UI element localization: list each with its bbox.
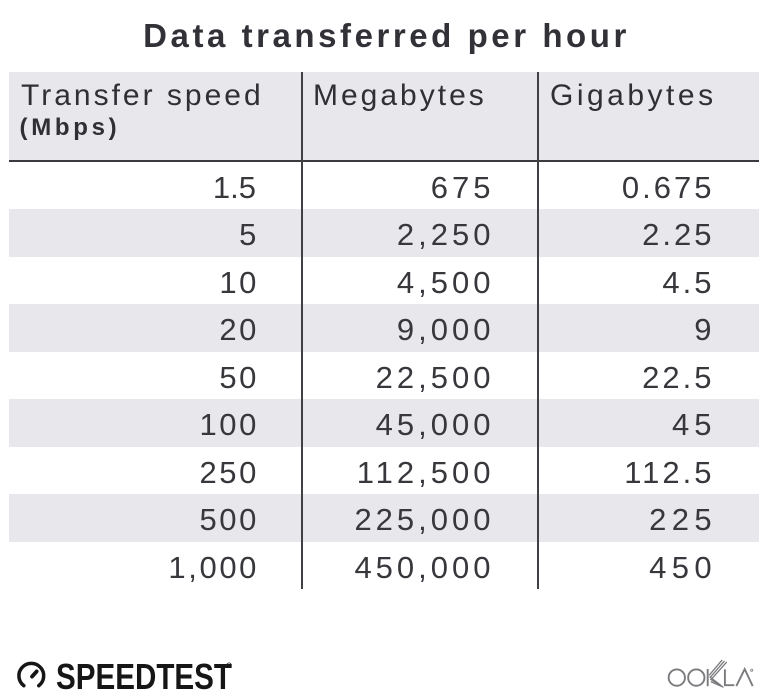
svg-text:R: R <box>228 664 231 668</box>
